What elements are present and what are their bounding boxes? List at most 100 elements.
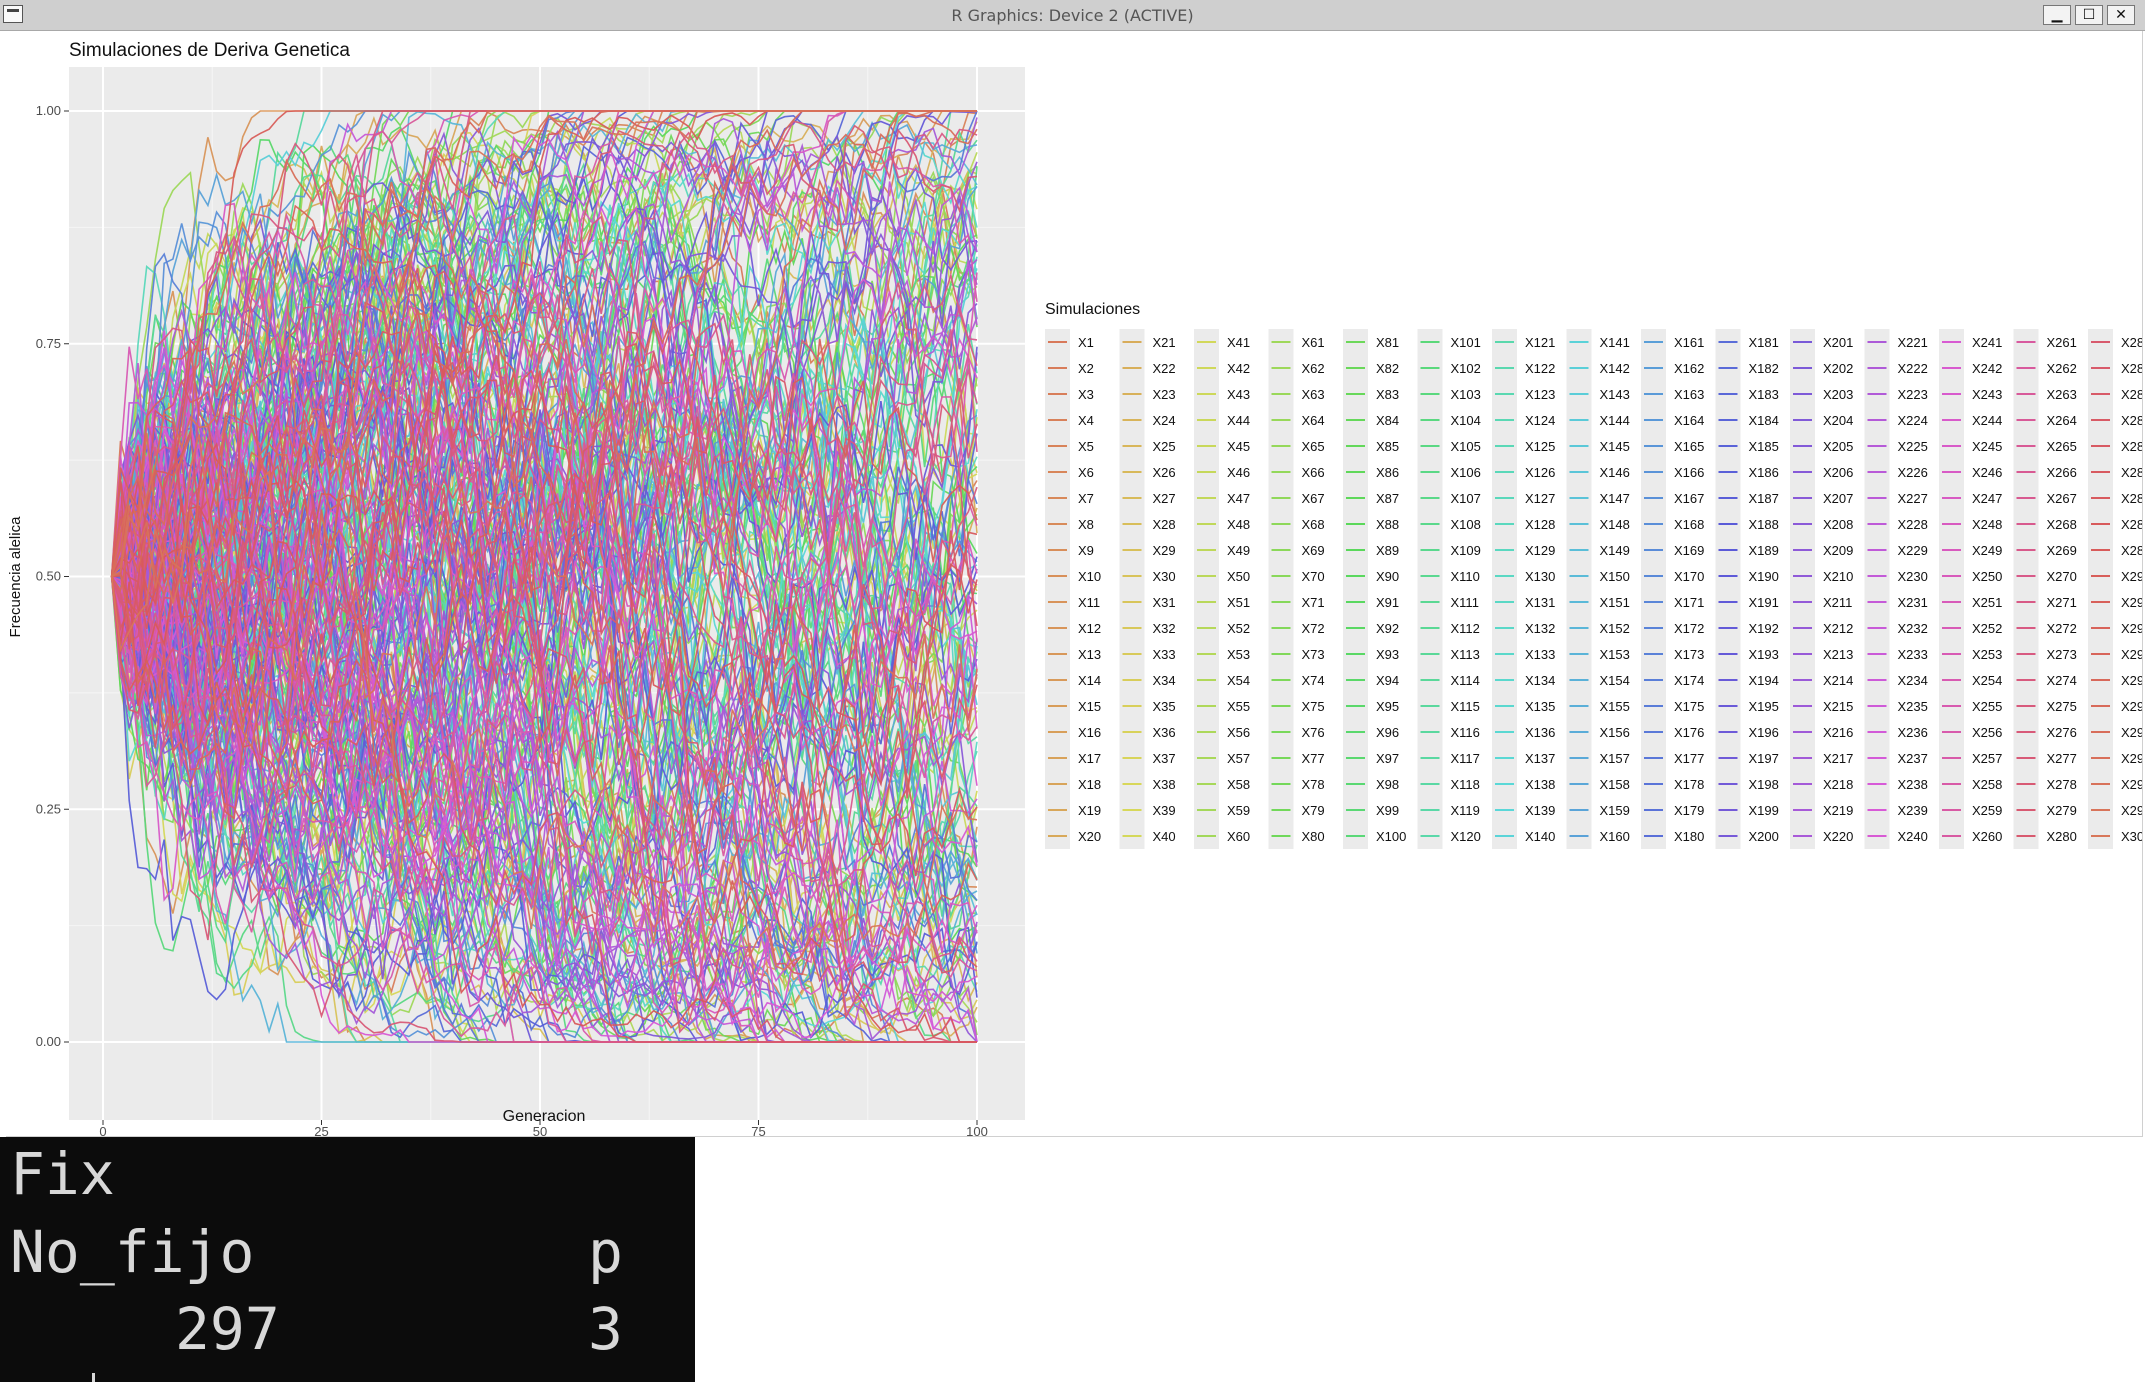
legend-label: X9 [1078, 543, 1094, 558]
legend-label: X47 [1227, 491, 1250, 506]
legend-label: X127 [1525, 491, 1555, 506]
legend-label: X10 [1078, 569, 1101, 584]
legend-label: X162 [1674, 361, 1704, 376]
legend-label: X196 [1749, 725, 1779, 740]
y-tick-label: 0.25 [36, 801, 61, 816]
legend-label: X161 [1674, 335, 1704, 350]
legend-label: X256 [1972, 725, 2002, 740]
legend-label: X71 [1302, 595, 1325, 610]
legend-label: X6 [1078, 465, 1094, 480]
series-line-X221 [110, 117, 978, 607]
legend-label: X185 [1749, 439, 1779, 454]
close-button[interactable]: ✕ [2107, 5, 2135, 25]
x-tick-label: 0 [99, 1124, 106, 1136]
legend-label: X262 [2047, 361, 2077, 376]
legend-label: X165 [1674, 439, 1704, 454]
legend-label: X51 [1227, 595, 1250, 610]
legend-label: X237 [1898, 751, 1928, 766]
legend-label: X234 [1898, 673, 1928, 688]
terminal-cursor [92, 1373, 95, 1382]
legend-label: X112 [1451, 621, 1480, 636]
legend-label: X282 [2121, 361, 2142, 376]
legend-label: X136 [1525, 725, 1555, 740]
legend-label: X84 [1376, 413, 1399, 428]
series-line-X257 [110, 110, 977, 885]
legend-label: X78 [1302, 777, 1325, 792]
legend-label: X158 [1600, 777, 1630, 792]
series-line-X300 [110, 427, 978, 971]
legend-label: X273 [2047, 647, 2077, 662]
legend-label: X130 [1525, 569, 1555, 584]
legend-label: X201 [1823, 335, 1853, 350]
legend-label: X183 [1749, 387, 1779, 402]
legend-label: X284 [2121, 413, 2142, 428]
legend-label: X129 [1525, 543, 1555, 558]
legend-label: X23 [1153, 387, 1176, 402]
legend-label: X96 [1376, 725, 1399, 740]
legend-label: X243 [1972, 387, 2002, 402]
legend-label: X104 [1451, 413, 1481, 428]
legend-label: X116 [1451, 725, 1480, 740]
series-line-X282 [110, 270, 978, 799]
maximize-button[interactable]: ☐ [2075, 5, 2103, 25]
legend-label: X191 [1749, 595, 1779, 610]
legend-label: X250 [1972, 569, 2002, 584]
legend-label: X186 [1749, 465, 1779, 480]
legend-label: X264 [2047, 413, 2077, 428]
legend-label: X204 [1823, 413, 1853, 428]
legend-label: X219 [1823, 803, 1853, 818]
legend-label: X261 [2047, 335, 2077, 350]
legend-label: X287 [2121, 491, 2142, 506]
legend-label: X14 [1078, 673, 1101, 688]
legend-label: X147 [1600, 491, 1630, 506]
legend-label: X53 [1227, 647, 1250, 662]
legend-label: X230 [1898, 569, 1928, 584]
legend-label: X59 [1227, 803, 1250, 818]
legend-label: X76 [1302, 725, 1325, 740]
legend-label: X123 [1525, 387, 1555, 402]
legend-label: X251 [1972, 595, 2002, 610]
terminal-header-p: p [588, 1218, 623, 1286]
legend-label: X224 [1898, 413, 1928, 428]
legend-label: X292 [2121, 621, 2142, 636]
legend-label: X20 [1078, 829, 1101, 844]
minimize-button[interactable]: ▁ [2043, 5, 2071, 25]
legend-label: X248 [1972, 517, 2002, 532]
legend-label: X159 [1600, 803, 1630, 818]
legend-label: X102 [1451, 361, 1481, 376]
x-tick-label: 75 [751, 1124, 765, 1136]
legend-label: X174 [1674, 673, 1704, 688]
legend-label: X90 [1376, 569, 1399, 584]
legend-label: X268 [2047, 517, 2077, 532]
legend-label: X38 [1153, 777, 1176, 792]
legend-label: X213 [1823, 647, 1853, 662]
legend-label: X270 [2047, 569, 2077, 584]
legend-label: X226 [1898, 465, 1928, 480]
series-line-X298 [111, 461, 978, 873]
legend-label: X149 [1600, 543, 1630, 558]
legend-label: X94 [1376, 673, 1399, 688]
x-tick-label: 25 [314, 1124, 328, 1136]
legend-label: X232 [1898, 621, 1928, 636]
legend-label: X27 [1153, 491, 1176, 506]
window-menu-button[interactable] [3, 5, 23, 23]
series-line-X278 [110, 124, 978, 623]
legend-label: X247 [1972, 491, 2002, 506]
legend-label: X3 [1078, 387, 1094, 402]
legend-label: X172 [1674, 621, 1704, 636]
legend-label: X225 [1898, 439, 1928, 454]
legend-label: X79 [1302, 803, 1325, 818]
legend-label: X30 [1153, 569, 1176, 584]
legend-label: X122 [1525, 361, 1555, 376]
legend-label: X39 [1153, 803, 1176, 818]
legend-label: X198 [1749, 777, 1779, 792]
legend-label: X19 [1078, 803, 1101, 818]
legend-label: X218 [1823, 777, 1853, 792]
legend-label: X115 [1451, 699, 1480, 714]
legend-label: X192 [1749, 621, 1779, 636]
legend-label: X75 [1302, 699, 1325, 714]
legend-label: X266 [2047, 465, 2077, 480]
legend-label: X98 [1376, 777, 1399, 792]
legend-label: X278 [2047, 777, 2077, 792]
drift-chart: Simulaciones de Deriva Genetica 0 25 50 75 1… [7, 40, 2142, 1136]
